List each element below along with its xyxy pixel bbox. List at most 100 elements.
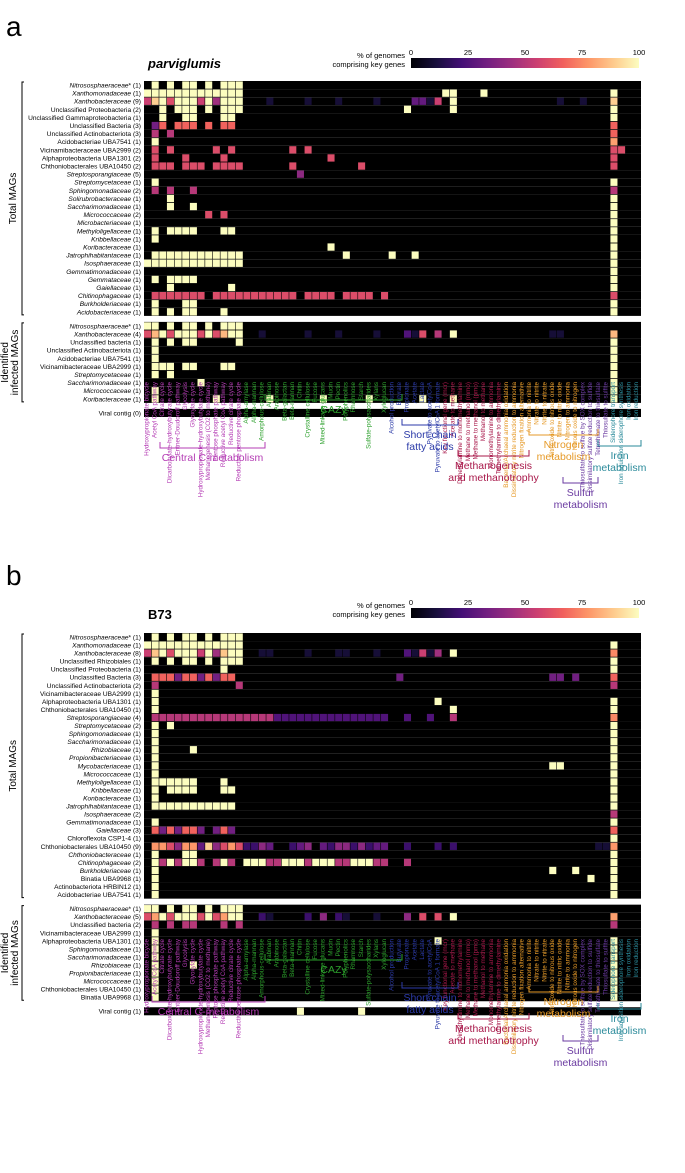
row-label: Vicinamibacteraceae UBA2999 (1) [40,691,141,698]
heatmap-cell [350,842,358,850]
heatmap-cell [220,81,228,89]
heatmap-cell [243,858,251,867]
heatmap-row-bg [144,194,641,203]
heatmap-cell [327,842,335,850]
column-label: Beta-mannan [289,939,296,977]
heatmap-cell [610,705,618,714]
column-label: Rhamnose [350,939,357,970]
column-label: Chitin [297,382,304,399]
column-label: Arabinan [266,939,273,965]
heatmap-cell [220,786,228,794]
heatmap-cell [182,113,190,122]
column-label: Beta-galactan [281,939,288,978]
heatmap-cell [610,194,618,203]
heatmap-cell [174,802,182,810]
heatmap-cell [281,292,289,300]
column-label: Hydroxypropionate bicycle [144,382,151,456]
heatmap-cell [228,649,236,657]
column-label: Iron reduction [633,939,640,978]
heatmap-cell [151,929,159,937]
column-label: Beta-mannan [289,382,296,420]
column-label: Reductive acetyl CoA pathway [220,381,227,467]
heatmap-cell [304,713,312,722]
heatmap-cell [228,826,236,834]
heatmap-cell [235,97,243,105]
column-label: Pyruvate to acetylCoA [427,938,434,1001]
heatmap-cell [304,913,312,921]
heatmap-cell [296,858,304,867]
heatmap-cell [220,308,228,316]
row-label: Solirubrobacteraceae (1) [68,196,141,203]
row-label-count: (1) [131,91,141,98]
heatmap-cell [166,259,174,267]
column-label: Methane to methanol (pmo) [473,939,480,1016]
heatmap-cell [235,649,243,657]
heatmap-cell [449,713,457,722]
heatmap-row-bg [144,105,641,114]
heatmap-cell [182,913,190,921]
heatmap-cell [166,89,174,97]
heatmap-cell [358,842,366,850]
heatmap-cell [182,657,190,665]
heatmap-cell [273,292,282,300]
heatmap-cell [258,858,266,867]
row-label: Unclassified Proteobacteria (2) [51,107,141,114]
heatmap-cell [610,243,618,251]
heatmap-cell [151,138,159,146]
row-label-name: Unclassified Rhizobiales [60,659,132,666]
heatmap-cell [342,292,350,300]
heatmap-cell [610,665,618,673]
group-label-nitrogen: metabolism [537,1008,591,1020]
heatmap-cell [159,673,167,681]
heatmap-cell [319,713,327,722]
heatmap-cell [151,330,159,338]
heatmap-cell [212,913,220,921]
heatmap-cell [159,113,167,122]
heatmap-cell [159,778,167,786]
column-label: Sulfate-polysaccharides [365,939,372,1006]
row-label-name: Isosphaeraceae [84,812,131,819]
heatmap-cell [335,97,343,105]
heatmap-cell [212,673,220,681]
heatmap-cell [189,786,197,794]
row-label-count: (1) [131,771,141,778]
heatmap-cell [205,657,213,665]
heatmap-cell [220,292,228,300]
heatmap-cell [182,227,190,235]
row-label-name: Koribacteraceae [83,245,131,252]
heatmap-cell [411,330,419,338]
heatmap-cell [228,89,236,97]
column-label: Alcohol production [388,382,395,434]
heatmap-cell [610,283,618,292]
column-label: Propionate [404,382,411,413]
heatmap-row-bg [144,218,641,227]
heatmap-cell [205,802,213,810]
heatmap-cell [610,211,618,219]
heatmap-cell [166,858,174,867]
column-label: Iron aquisition siderophore synthesis [618,939,625,1041]
heatmap-cell [151,993,159,1001]
heatmap-cell [610,275,618,284]
row-label-count: (1) [131,820,141,827]
heatmap-cell [151,882,159,891]
heatmap-cell [212,330,220,338]
heatmap-row-bg [144,874,641,883]
heatmap-cell [449,97,457,105]
heatmap-cell [151,913,159,921]
heatmap-cell [610,138,618,146]
heatmap-cell [151,826,159,834]
heatmap-cell [610,300,618,308]
heatmap-cell [610,130,618,138]
heatmap-cell [381,858,389,867]
row-label-count: (2) [131,860,141,867]
row-label: Sphingomonadaceae (1) [69,946,141,953]
heatmap-cell [159,826,167,834]
heatmap-cell [220,154,228,162]
heatmap-cell [220,97,228,105]
heatmap-cell [189,961,197,969]
row-label-name: Vicinamibacteraceae UBA2999 [40,691,131,698]
heatmap-row-bg [144,928,641,937]
row-label-name: Unclassified bacteria [70,922,131,929]
row-label-count: (1) [131,659,141,666]
row-label-count: (8) [131,651,141,658]
